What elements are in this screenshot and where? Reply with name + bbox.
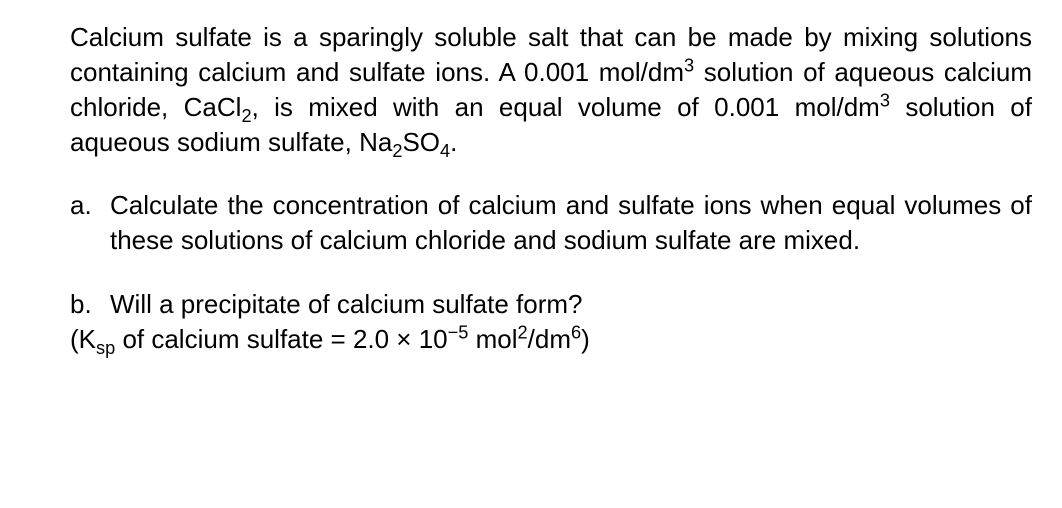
part-b-marker: b.: [70, 287, 110, 322]
part-a-marker: a.: [70, 188, 110, 258]
ksp-info: (Ksp of calcium sulfate = 2.0 × 10−5 mol…: [70, 322, 1032, 357]
part-a-text: Calculate the concentration of calcium a…: [110, 188, 1032, 258]
part-b-text: Will a precipitate of calcium sulfate fo…: [110, 287, 1032, 322]
intro-paragraph: Calcium sulfate is a sparingly soluble s…: [70, 20, 1032, 160]
question-part-a: a. Calculate the concentration of calciu…: [70, 188, 1032, 258]
question-part-b: b. Will a precipitate of calcium sulfate…: [70, 287, 1032, 357]
